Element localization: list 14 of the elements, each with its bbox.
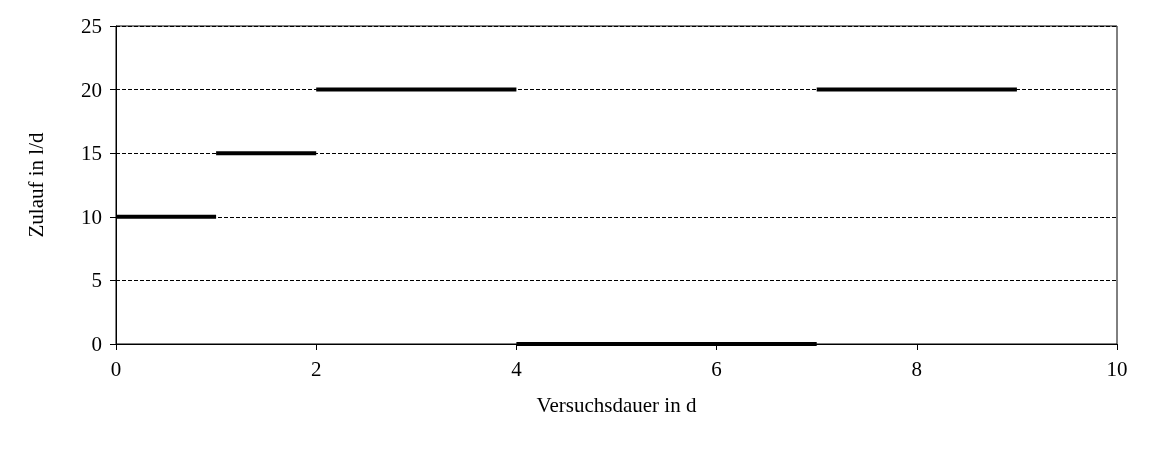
y-tick-label: 25 — [81, 14, 102, 38]
y-tick-label: 20 — [81, 77, 102, 102]
y-tick-label: 5 — [91, 268, 102, 293]
x-tick-label: 10 — [1106, 356, 1128, 381]
y-tick-label: 10 — [81, 204, 102, 229]
x-tick-label: 4 — [511, 356, 523, 381]
x-tick-label: 8 — [911, 356, 923, 381]
y-tick-label: 0 — [91, 332, 102, 356]
x-tick-label: 0 — [110, 356, 122, 381]
y-tick-label: 15 — [81, 141, 102, 166]
x-tick-label: 2 — [310, 356, 322, 381]
x-axis-title: Versuchsdauer in d — [536, 392, 697, 417]
x-tick-label: 6 — [711, 356, 722, 381]
y-axis-title: Zulauf in l/d — [23, 132, 48, 238]
